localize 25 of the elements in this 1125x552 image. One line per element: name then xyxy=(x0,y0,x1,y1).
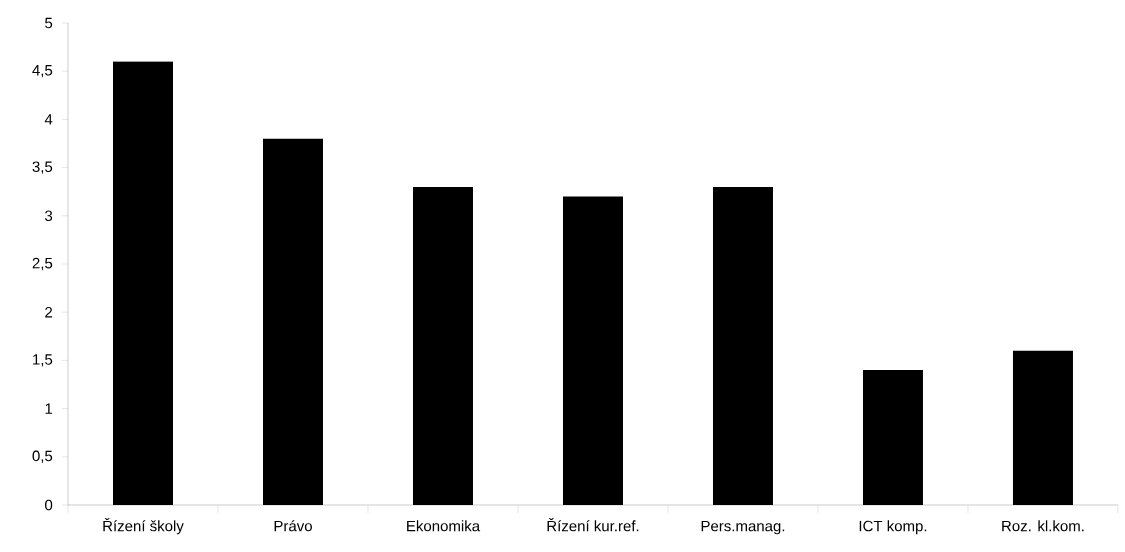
bar xyxy=(862,370,923,505)
x-tick-label: ICT komp. xyxy=(859,520,927,535)
bar xyxy=(562,196,623,505)
y-tick-label: 2 xyxy=(45,306,53,318)
y-tick-label: 5 xyxy=(45,17,53,29)
x-tick-label: Řízení školy xyxy=(103,518,184,535)
bar xyxy=(1012,350,1073,505)
y-tick-label: 0 xyxy=(45,499,53,511)
x-tick-label: Řízení kur.ref. xyxy=(547,518,639,532)
y-tick-label: 1 xyxy=(45,403,53,414)
x-tick-label: Roz. kl.kom. xyxy=(1002,520,1084,532)
x-tick-label: Právo xyxy=(274,520,312,532)
y-tick-label: 0,5 xyxy=(32,450,53,463)
bar xyxy=(262,138,323,505)
bar xyxy=(412,186,473,505)
x-tick-label: Pers.manag. xyxy=(701,520,785,535)
y-tick-label: 2,5 xyxy=(32,257,53,271)
y-tick-label: 4,5 xyxy=(32,65,53,78)
y-tick-label: 3 xyxy=(45,210,53,222)
bar xyxy=(113,61,173,505)
y-tick-label: 1,5 xyxy=(33,354,53,367)
y-tick-label: 4 xyxy=(44,114,53,125)
x-tick-label: Ekonomika xyxy=(407,520,481,532)
y-tick-label: 3,5 xyxy=(32,161,53,174)
bar xyxy=(712,186,773,505)
